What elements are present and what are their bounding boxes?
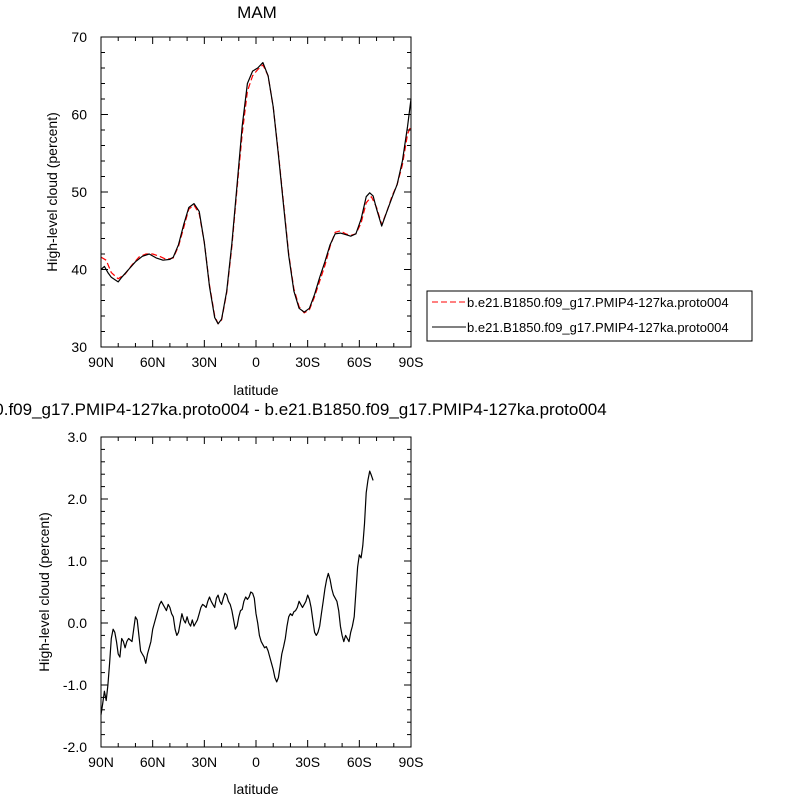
top-y-ticks: 30 40 50 60 70 bbox=[71, 29, 411, 355]
legend-box bbox=[426, 290, 753, 342]
legend-entry-2: b.e21.B1850.f09_g17.PMIP4-127ka.proto004 bbox=[467, 320, 729, 335]
bottom-y-tick-label: 2.0 bbox=[68, 491, 88, 507]
top-series-line-1 bbox=[100, 64, 412, 325]
top-y-tick-label: 30 bbox=[71, 339, 87, 355]
top-y-tick-label: 70 bbox=[71, 29, 87, 45]
top-y-axis-label: High-level cloud (percent) bbox=[44, 112, 60, 272]
bottom-y-tick-label: -1.0 bbox=[63, 677, 87, 693]
bottom-y-tick-label: 0.0 bbox=[68, 615, 88, 631]
top-x-tick-label: 90S bbox=[399, 354, 424, 370]
bottom-x-tick-label: 90N bbox=[88, 754, 114, 770]
top-y-tick-label: 50 bbox=[71, 184, 87, 200]
bottom-y-tick-label: 1.0 bbox=[68, 553, 88, 569]
bottom-x-tick-label: 30S bbox=[295, 754, 320, 770]
top-chart-title: MAM bbox=[237, 3, 277, 22]
legend: b.e21.B1850.f09_g17.PMIP4-127ka.proto004… bbox=[426, 290, 753, 342]
bottom-x-tick-label: 60S bbox=[347, 754, 372, 770]
bottom-x-tick-label: 60N bbox=[140, 754, 166, 770]
bottom-x-tick-label: 0 bbox=[252, 754, 260, 770]
top-x-axis-label: latitude bbox=[233, 382, 278, 398]
bottom-y-tick-label: -2.0 bbox=[63, 739, 87, 755]
top-x-tick-label: 0 bbox=[252, 354, 260, 370]
bottom-y-ticks: -2.0 -1.0 0.0 1.0 2.0 3.0 bbox=[63, 429, 411, 755]
top-x-tick-label: 30S bbox=[295, 354, 320, 370]
top-plot-frame bbox=[100, 36, 412, 348]
bottom-x-axis-label: latitude bbox=[233, 781, 278, 797]
top-x-tick-label: 60S bbox=[347, 354, 372, 370]
top-y-tick-label: 40 bbox=[71, 262, 87, 278]
chart-bottom-panel: b.e21.B1850.f09_g17.PMIP4-127ka.proto004… bbox=[0, 400, 607, 797]
top-x-tick-label: 90N bbox=[88, 354, 114, 370]
top-x-ticks: 90N 60N 30N 0 30S 60S 90S bbox=[88, 37, 423, 370]
chart-top-panel: MAM 90N 60N 30N 0 30S 60S 90S 30 40 50 60 70 latit… bbox=[44, 3, 753, 398]
bottom-x-tick-label: 30N bbox=[191, 754, 217, 770]
top-plot-area bbox=[100, 61, 412, 325]
bottom-series-line-1 bbox=[100, 470, 374, 715]
top-y-tick-label: 60 bbox=[71, 107, 87, 123]
legend-entry-1: b.e21.B1850.f09_g17.PMIP4-127ka.proto004 bbox=[467, 295, 729, 310]
bottom-chart-title: b.e21.B1850.f09_g17.PMIP4-127ka.proto004… bbox=[0, 400, 607, 419]
bottom-y-axis-label: High-level cloud (percent) bbox=[36, 512, 52, 672]
bottom-plot-frame bbox=[100, 436, 412, 748]
bottom-x-tick-label: 90S bbox=[399, 754, 424, 770]
bottom-x-ticks: 90N 60N 30N 0 30S 60S 90S bbox=[88, 437, 423, 770]
top-x-tick-label: 60N bbox=[140, 354, 166, 370]
bottom-plot-area bbox=[100, 470, 374, 715]
top-series-line-2 bbox=[100, 61, 412, 325]
bottom-y-tick-label: 3.0 bbox=[68, 429, 88, 445]
top-x-tick-label: 30N bbox=[191, 354, 217, 370]
